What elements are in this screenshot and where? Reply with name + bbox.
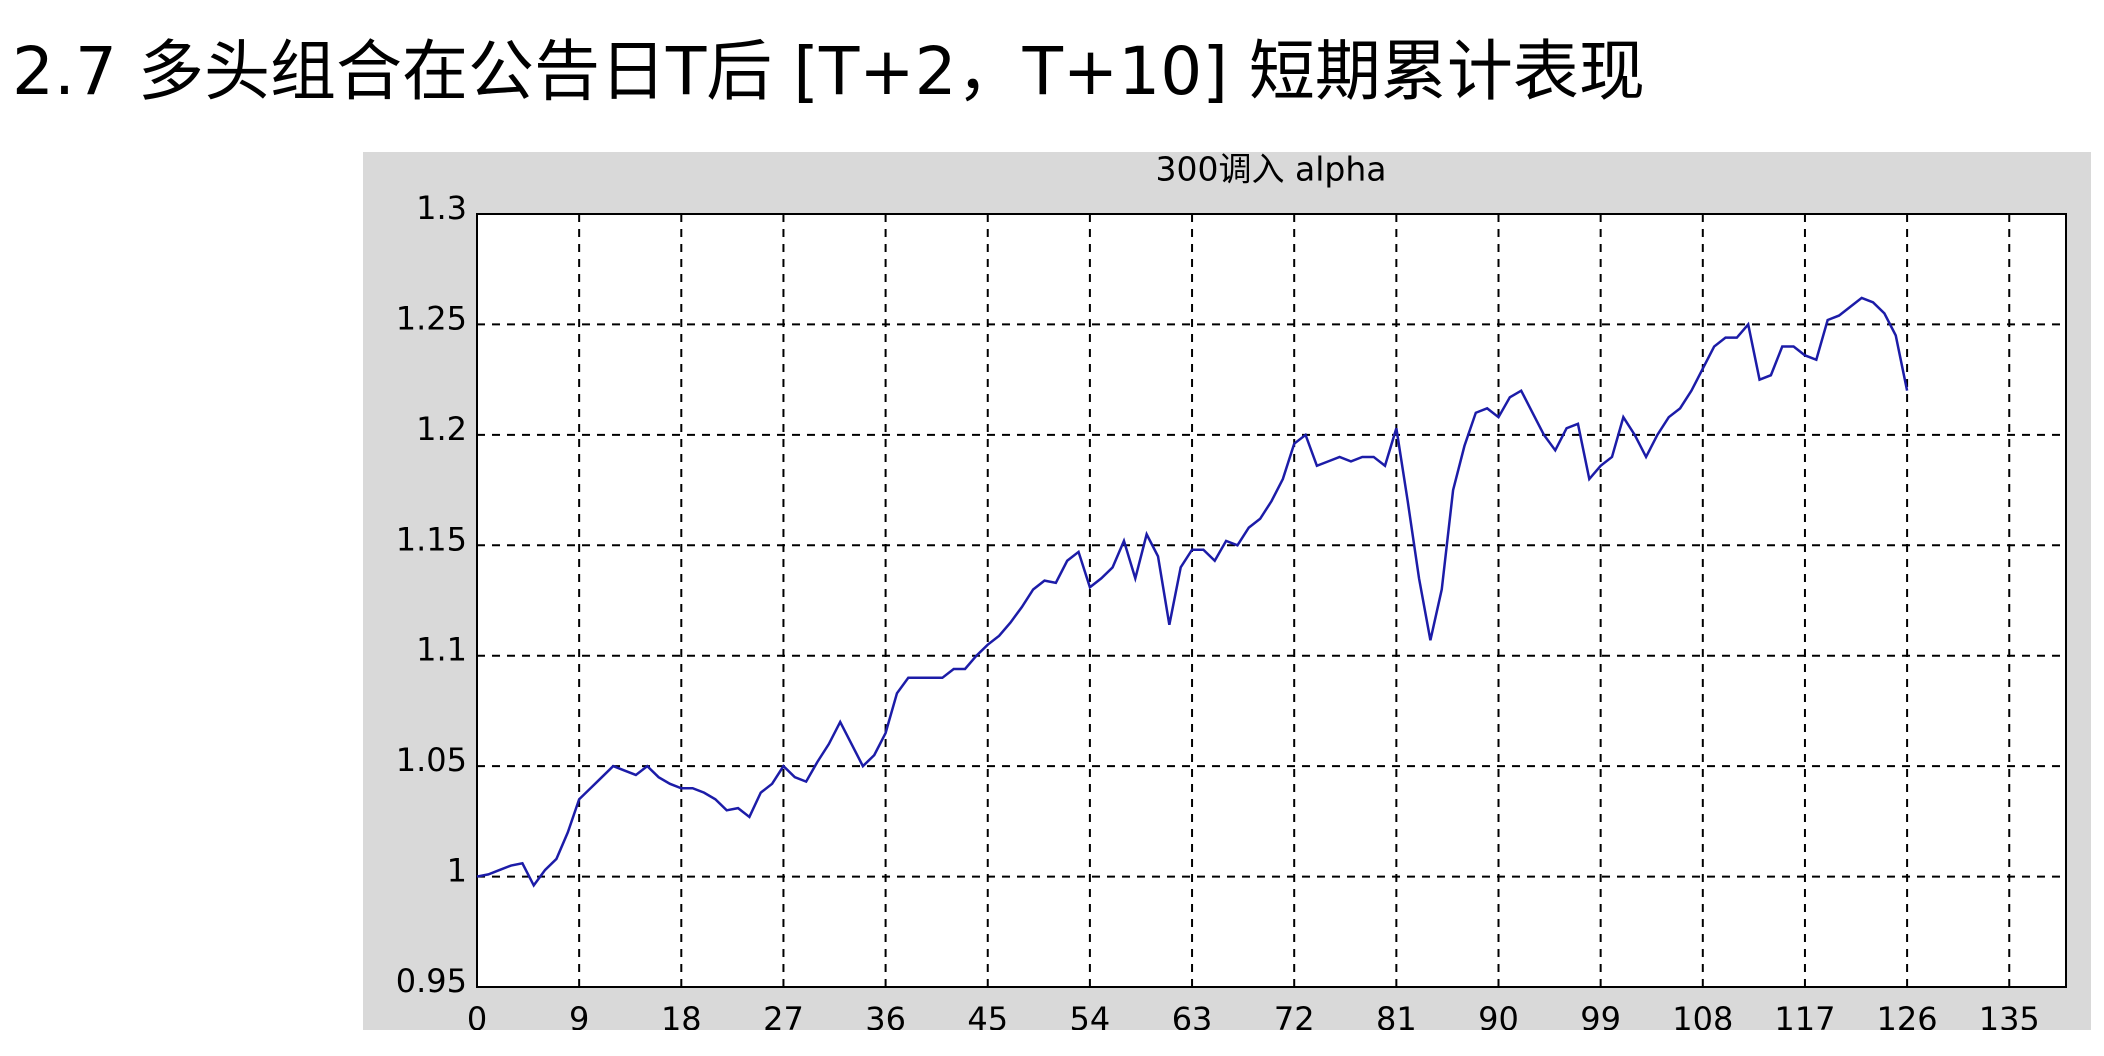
y-tick-label: 0.95 (396, 962, 467, 1000)
x-tick-label: 90 (1478, 1000, 1519, 1038)
x-tick-label: 72 (1274, 1000, 1315, 1038)
x-tick-label: 63 (1172, 1000, 1213, 1038)
x-tick-label: 81 (1376, 1000, 1417, 1038)
x-tick-label: 99 (1580, 1000, 1621, 1038)
y-tick-label: 1 (447, 852, 467, 890)
x-tick-label: 54 (1070, 1000, 1111, 1038)
chart-title: 300调入 alpha (1156, 150, 1387, 189)
y-tick-label: 1.15 (396, 520, 467, 558)
x-tick-label: 126 (1877, 1000, 1938, 1038)
y-tick-label: 1.3 (416, 189, 467, 227)
x-tick-label: 0 (467, 1000, 487, 1038)
x-tick-label: 135 (1979, 1000, 2040, 1038)
x-tick-label: 45 (967, 1000, 1008, 1038)
heading: 2.7 多头组合在公告日T后 [T+2，T+10] 短期累计表现 (12, 33, 1645, 110)
plot-area (476, 213, 2067, 988)
y-tick-label: 1.05 (396, 741, 467, 779)
y-tick-label: 1.25 (396, 299, 467, 337)
x-tick-label: 27 (763, 1000, 804, 1038)
x-tick-label: 36 (865, 1000, 906, 1038)
data-line (476, 296, 1909, 888)
y-tick-label: 1.2 (416, 410, 467, 448)
figure-frame: 300调入 alpha 0.95 1 1.05 1.1 1.15 1.2 1.25 1.3 0 9… (363, 150, 2091, 1038)
y-tick-label: 1.1 (416, 631, 467, 669)
x-tick-label: 9 (569, 1000, 589, 1038)
x-tick-label: 117 (1774, 1000, 1835, 1038)
x-tick-label: 108 (1672, 1000, 1733, 1038)
x-tick-label: 18 (661, 1000, 702, 1038)
